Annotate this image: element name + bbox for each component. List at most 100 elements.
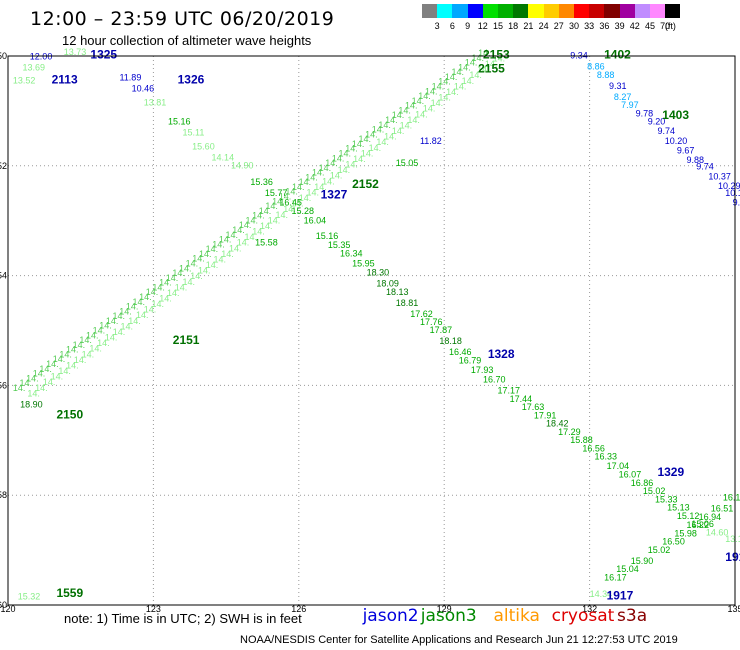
scale-label: 15 xyxy=(492,21,503,31)
scale-swatch xyxy=(604,4,620,18)
wave-reading: 11.89 xyxy=(119,73,141,83)
wave-reading: 18.09 xyxy=(376,279,399,289)
wave-reading: 16.51 xyxy=(711,504,734,514)
map-axes: 120 123 126 129 132 135 -50 -52 -54 -56 -58 -60 xyxy=(0,51,740,614)
track-ribbon-reading: 14. xyxy=(361,148,374,158)
track-id-label: 2113 xyxy=(52,72,78,86)
track-ribbon-reading: 14. xyxy=(425,86,438,96)
wave-reading: 15.12 xyxy=(677,511,700,521)
scale-label: 9 xyxy=(465,21,471,31)
track-ribbon-reading: 14. xyxy=(325,158,338,168)
wave-reading: 15.28 xyxy=(292,206,315,216)
wave-reading: 15.02 xyxy=(648,545,671,555)
track-ribbon-reading: 14. xyxy=(73,340,86,350)
wave-reading: 14.60 xyxy=(706,527,729,537)
wave-reading: 16.14 xyxy=(723,493,740,503)
track-id-label: 1329 xyxy=(657,465,684,479)
track-ribbon-reading: 14. xyxy=(385,115,398,125)
scale-label: 6 xyxy=(449,21,455,31)
satellite-jason3: jason3 xyxy=(420,606,477,626)
track-id-label: 1326 xyxy=(178,72,205,86)
wave-reading: 9.74 xyxy=(696,162,714,172)
track-ribbon-reading: 14. xyxy=(358,134,371,144)
page-subtitle: 12 hour collection of altimeter wave hei… xyxy=(62,33,312,48)
track-ribbon-reading: 14. xyxy=(139,292,152,302)
track-ribbon-reading: 14. xyxy=(245,232,258,242)
track-ribbon-reading: 14. xyxy=(376,137,389,147)
wave-reading: 14.14 xyxy=(212,152,235,162)
scale-label: 39 xyxy=(614,21,625,31)
wave-reading: 15.95 xyxy=(352,258,375,268)
track-ribbon-reading: 14. xyxy=(113,311,126,321)
track-ribbon-reading: 14. xyxy=(46,359,59,369)
track-ribbon-reading: 14. xyxy=(353,154,366,164)
track-ribbon-reading: 14. xyxy=(33,369,46,379)
track-ribbon-reading: 14. xyxy=(219,235,232,245)
track-ribbon-reading: 14. xyxy=(66,345,79,355)
map-frame xyxy=(7,55,736,606)
scale-swatch xyxy=(437,4,453,18)
wave-reading: 10.29 xyxy=(718,181,740,191)
lon-tick-label: 135 xyxy=(727,604,740,614)
wave-reading: 15.13 xyxy=(667,503,690,513)
wave-reading: 10.37 xyxy=(708,172,731,182)
track-ribbon-reading: 14. xyxy=(438,93,451,103)
track-ribbon-reading: 14. xyxy=(369,143,382,153)
track-ribbon-reading: 14. xyxy=(166,273,179,283)
satellite-jason2: jason2 xyxy=(362,606,419,626)
track-ribbon-reading: 14. xyxy=(462,76,475,86)
track-id-label: 2150 xyxy=(56,407,83,421)
lon-tick-label: 129 xyxy=(437,604,452,614)
track-ribbon-reading: 14. xyxy=(89,344,102,354)
scale-swatch xyxy=(589,4,605,18)
track-ribbon-reading: 14. xyxy=(159,278,172,288)
lon-tick-label: 126 xyxy=(291,604,306,614)
track-ribbon-reading: 14. xyxy=(39,364,52,374)
wave-reading: 17.91 xyxy=(534,410,557,420)
wave-reading: 15.05 xyxy=(396,158,419,168)
scale-label: 24 xyxy=(538,21,549,31)
wave-reading: 8.27 xyxy=(614,92,632,102)
wave-reading: 15.77 xyxy=(265,188,288,198)
track-ribbon-reading: 14. xyxy=(245,215,258,225)
scale-label: 30 xyxy=(568,21,579,31)
track-ribbon-reading: 14. xyxy=(99,321,112,331)
track-ribbon-reading: 14. xyxy=(291,199,304,209)
wave-reading: 14.90 xyxy=(231,161,254,171)
track-ribbon-reading: 14. xyxy=(179,263,192,273)
track-ribbon-reading: 14. xyxy=(312,168,325,178)
track-ribbon-reading: 14. xyxy=(272,196,285,206)
track-ribbon-reading: 14. xyxy=(338,165,351,175)
track-ribbon-reading: 14. xyxy=(378,120,391,130)
wave-reading: 17.29 xyxy=(558,427,581,437)
track-ribbon-reading: 14. xyxy=(172,268,185,278)
wave-reading: 15.36 xyxy=(250,177,273,187)
track-ribbon-reading: 14. xyxy=(213,254,226,264)
wave-reading: 13.73 xyxy=(64,47,87,57)
track-ribbon-reading: 14. xyxy=(192,254,205,264)
scale-swatch xyxy=(650,4,666,18)
track-ribbon-reading: 14. xyxy=(398,105,411,115)
track-ribbon-reading: 14. xyxy=(314,182,327,192)
track-ribbon-reading: 14. xyxy=(159,293,172,303)
track-ribbon-reading: 14. xyxy=(151,299,164,309)
track-ribbon-reading: 14. xyxy=(43,377,56,387)
track-ribbon-reading: 14. xyxy=(239,220,252,230)
track-ribbon-reading: 14. xyxy=(128,316,141,326)
track-ribbon-reading: 14. xyxy=(186,259,199,269)
track-ribbon-reading: 14. xyxy=(493,53,506,63)
track-ribbon-reading: 14. xyxy=(384,132,397,142)
track-ribbon-reading: 14. xyxy=(438,77,451,87)
wave-reading: 16.46 xyxy=(449,347,472,357)
track-ribbon-reading: 14. xyxy=(53,354,66,364)
track-id-label: 1325 xyxy=(90,48,117,62)
wave-reading: 14.34 xyxy=(590,589,613,599)
track-ribbon-reading: 14. xyxy=(423,104,436,114)
wave-reading: 10.46 xyxy=(132,84,155,94)
scale-label: 27 xyxy=(553,21,564,31)
wave-reading: 17.93 xyxy=(471,365,494,375)
wave-reading: 15.16 xyxy=(168,117,191,127)
track-ribbon-reading: 14. xyxy=(283,204,296,214)
track-ribbon-reading: 14. xyxy=(190,271,203,281)
